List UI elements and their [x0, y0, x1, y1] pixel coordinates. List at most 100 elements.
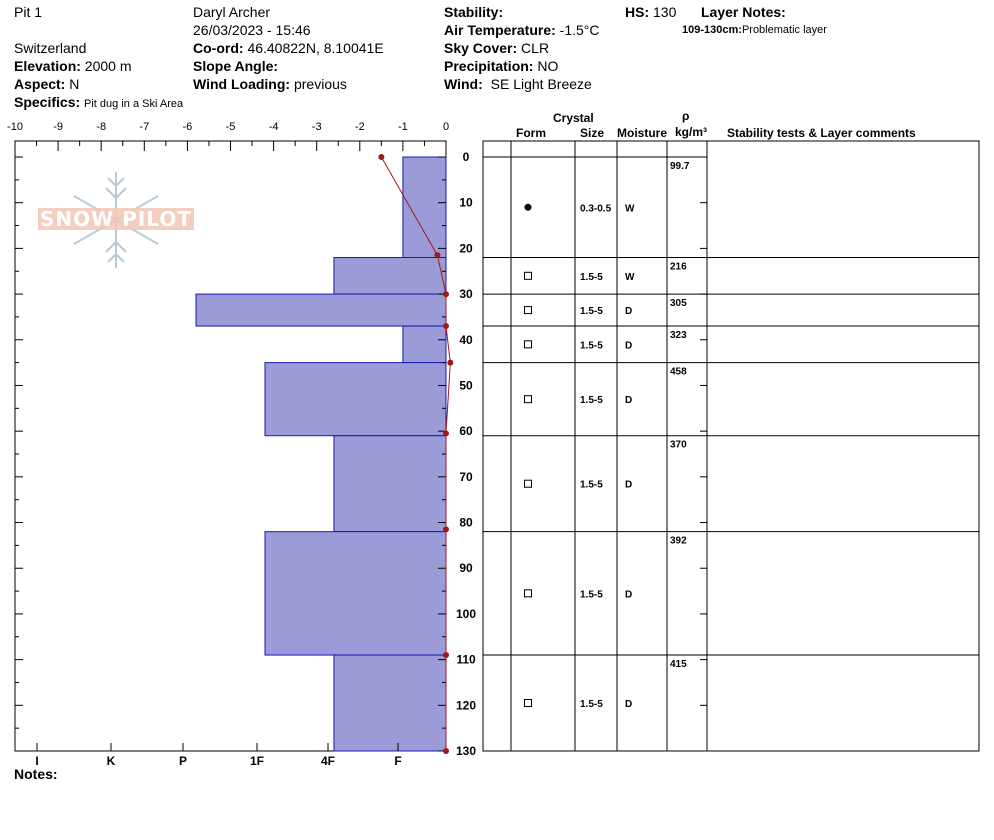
hardness-label: K: [107, 754, 116, 768]
layer-moisture: D: [625, 589, 632, 600]
comments-header: Stability tests & Layer comments: [727, 126, 916, 140]
form-square-icon: [524, 340, 532, 349]
depth-tick-label: 60: [459, 424, 473, 438]
hardness-label: 4F: [321, 754, 335, 768]
precip-label: Precipitation:: [444, 58, 534, 74]
layer-moisture: D: [625, 395, 632, 406]
form-square-icon: [524, 395, 532, 404]
form-dot-icon: [524, 203, 532, 211]
hardness-bar: [402, 325, 447, 364]
elevation-label: Elevation:: [14, 58, 81, 74]
form-square-icon: [524, 306, 532, 315]
wind-row: Wind: SE Light Breeze: [444, 76, 592, 93]
form-square-icon: [524, 271, 532, 280]
layer-density: 305: [670, 298, 687, 309]
depth-tick-label: 70: [459, 470, 473, 484]
specifics-value: Pit dug in a Ski Area: [84, 98, 184, 110]
location: Switzerland: [14, 40, 87, 56]
hardness-bar: [264, 362, 447, 437]
coord-label: Co-ord:: [193, 40, 244, 56]
layer-note-row: 109-130cm:Problematic layer: [682, 23, 827, 37]
form-header: Form: [516, 126, 546, 140]
rho-header: ρ: [682, 109, 690, 123]
hs-value: 130: [653, 4, 677, 20]
stability-row: Stability:: [444, 4, 503, 21]
air-temp-value: -1.5°C: [559, 22, 600, 38]
layer-moisture: W: [625, 203, 635, 214]
hardness-label: P: [179, 754, 187, 768]
aspect-value: N: [69, 76, 80, 92]
precip-row: Precipitation: NO: [444, 58, 558, 75]
layer-density: 392: [670, 536, 687, 547]
notes-label: Notes:: [14, 766, 58, 782]
temp-tick-label: -6: [183, 121, 193, 133]
form-square-icon: [524, 699, 532, 708]
snow-pilot-logo: SNOW PILOT: [38, 170, 198, 270]
temp-tick-label: -5: [226, 121, 236, 133]
wind-value: SE Light Breeze: [490, 76, 592, 92]
temperature-point: [443, 748, 449, 754]
temperature-point: [443, 291, 449, 298]
layer-moisture: D: [625, 480, 632, 491]
form-square-icon: [524, 479, 532, 488]
sky-row: Sky Cover: CLR: [444, 40, 549, 57]
depth-tick-label: 20: [459, 241, 473, 255]
hardness-bar: [333, 257, 447, 295]
hardness-bar: [195, 293, 447, 327]
temperature-point: [434, 252, 441, 259]
density-unit-header: kg/m³: [675, 125, 708, 139]
temp-tick-label: -8: [96, 121, 106, 133]
wind-loading-value: previous: [293, 76, 347, 92]
layer-moisture: W: [625, 272, 635, 283]
layer-density: 458: [670, 367, 687, 378]
hs-row: HS: 130: [625, 4, 676, 21]
slope-label: Slope Angle:: [193, 58, 279, 74]
layer-moisture: D: [625, 306, 632, 317]
stability-label: Stability:: [444, 4, 504, 20]
slope-row: Slope Angle:: [193, 58, 278, 75]
hardness-label: I: [35, 754, 38, 768]
temperature-point: [443, 323, 449, 330]
layer-note-range: 109-130cm:: [682, 24, 742, 36]
temperature-point: [443, 652, 449, 659]
layer-size: 1.5-5: [580, 395, 603, 406]
size-header: Size: [580, 126, 605, 140]
temp-tick-label: -2: [355, 121, 365, 133]
layer-size: 0.3-0.5: [580, 203, 612, 214]
crystal-header: Crystal: [553, 111, 594, 125]
depth-tick-label: 130: [456, 744, 476, 758]
layer-note-text: Problematic layer: [741, 24, 827, 36]
sky-value: CLR: [521, 40, 550, 56]
form-square-icon: [524, 589, 532, 598]
layer-density: 370: [670, 440, 687, 451]
elevation-value: 2000 m: [84, 58, 132, 74]
layer-density: 216: [670, 262, 687, 273]
temperature-point: [447, 359, 454, 366]
hardness-label: F: [394, 754, 401, 768]
coord-row: Co-ord: 46.40822N, 8.10041E: [193, 40, 384, 57]
depth-tick-label: 100: [456, 607, 476, 621]
datetime: 26/03/2023 - 15:46: [193, 22, 311, 38]
hardness-bar: [333, 654, 447, 752]
sky-label: Sky Cover:: [444, 40, 518, 56]
temp-tick-label: -1: [398, 121, 408, 133]
temp-tick-label: -3: [312, 121, 322, 133]
air-temp-label: Air Temperature:: [444, 22, 556, 38]
elevation-row: Elevation: 2000 m: [14, 58, 132, 75]
logo-text: SNOW PILOT: [38, 208, 194, 230]
air-temp-row: Air Temperature: -1.5°C: [444, 22, 600, 39]
aspect-label: Aspect:: [14, 76, 66, 92]
temp-tick-label: -10: [7, 121, 23, 133]
depth-tick-label: 90: [459, 561, 473, 575]
layer-moisture: D: [625, 340, 632, 351]
depth-tick-label: 0: [463, 150, 470, 164]
layer-size: 1.5-5: [580, 340, 603, 351]
wind-label: Wind:: [444, 76, 483, 92]
layer-size: 1.5-5: [580, 699, 603, 710]
hs-label: HS:: [625, 4, 650, 20]
layer-size: 1.5-5: [580, 480, 603, 491]
layer-moisture: D: [625, 699, 632, 710]
temp-tick-label: -4: [269, 121, 279, 133]
pit-name: Pit 1: [14, 4, 43, 20]
